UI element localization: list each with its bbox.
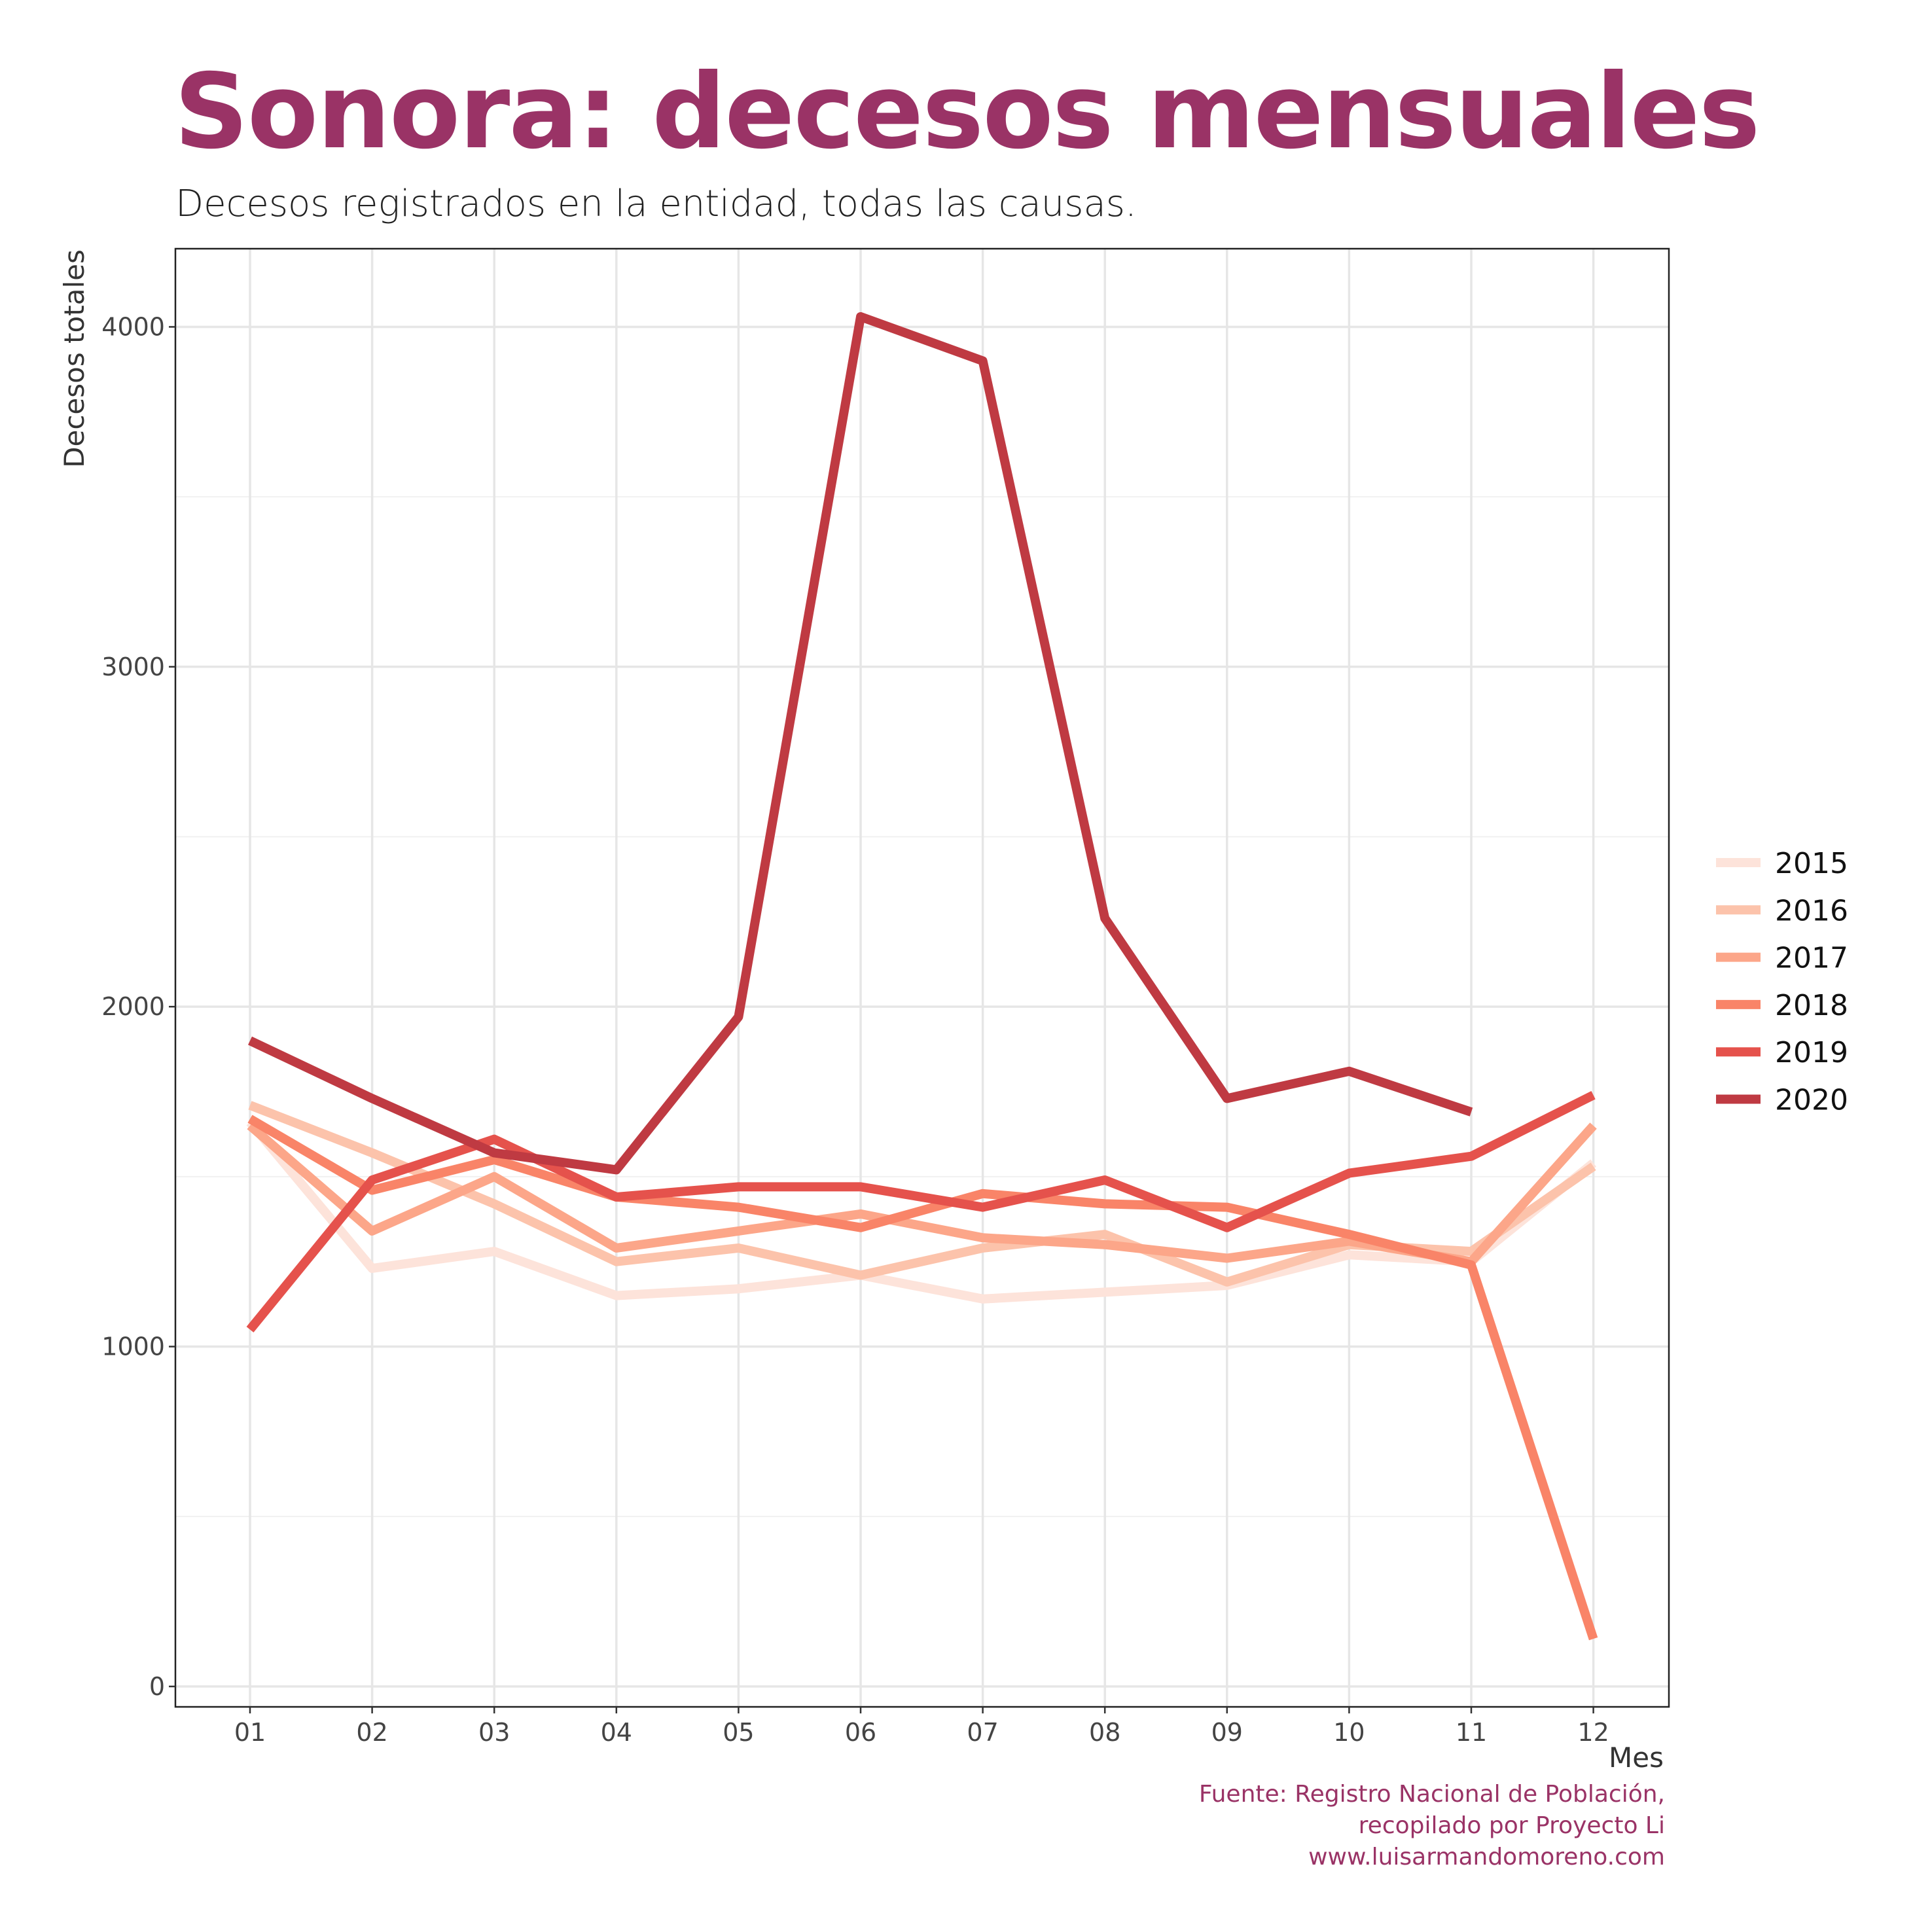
legend: 2015 2016 2017 2018 2019 2020 xyxy=(1716,847,1848,1117)
legend-label-2019: 2019 xyxy=(1775,1036,1848,1069)
series-line-2017 xyxy=(247,1122,1597,1266)
x-tick-label: 10 xyxy=(1333,1718,1365,1747)
caption: Fuente: Registro Nacional de Población, … xyxy=(1199,1779,1665,1873)
x-tick-label: 06 xyxy=(845,1718,876,1747)
x-tick-label: 09 xyxy=(1211,1718,1243,1747)
x-tick-label: 04 xyxy=(601,1718,632,1747)
caption-compiler: recopilado por Proyecto Li xyxy=(1358,1812,1665,1839)
x-tick-label: 02 xyxy=(356,1718,387,1747)
series-lines xyxy=(246,312,1598,1641)
legend-label-2016: 2016 xyxy=(1775,894,1848,927)
y-tick-label: 3000 xyxy=(101,653,165,681)
x-tick-label: 11 xyxy=(1456,1718,1487,1747)
x-tick-label: 01 xyxy=(234,1718,266,1747)
x-axis-title: Mes xyxy=(1609,1742,1664,1774)
x-tick-label: 12 xyxy=(1577,1718,1609,1747)
plot-panel-border xyxy=(174,247,1670,1708)
chart-title: Sonora: decesos mensuales xyxy=(174,52,1761,172)
legend-label-2017: 2017 xyxy=(1775,942,1848,975)
x-tick-label: 07 xyxy=(967,1718,998,1747)
x-tick-label: 08 xyxy=(1089,1718,1120,1747)
y-tick-label: 2000 xyxy=(101,992,165,1021)
chart-subtitle: Decesos registrados en la entidad, todas… xyxy=(175,183,1137,225)
grid-lines xyxy=(175,249,1669,1707)
legend-label-2018: 2018 xyxy=(1775,989,1848,1022)
y-tick-label: 0 xyxy=(149,1672,165,1701)
y-tick-label: 4000 xyxy=(101,312,165,341)
axis-ticks: 0 1000 2000 3000 4000 01 02 03 04 05 06 07 08 09 10 11 1… xyxy=(101,312,1609,1747)
x-tick-label: 03 xyxy=(478,1718,510,1747)
series-line-2020 xyxy=(248,312,1473,1175)
legend-label-2015: 2015 xyxy=(1775,847,1848,880)
series-line-2015 xyxy=(246,1119,1596,1304)
y-axis-title: Decesos totales xyxy=(58,249,90,468)
series-line-2018 xyxy=(247,1115,1598,1641)
caption-source: Fuente: Registro Nacional de Población, xyxy=(1198,1781,1665,1808)
y-tick-label: 1000 xyxy=(101,1332,165,1361)
x-tick-label: 05 xyxy=(723,1718,754,1747)
legend-label-2020: 2020 xyxy=(1775,1084,1848,1117)
caption-website: www.luisarmandomoreno.com xyxy=(1308,1844,1665,1870)
